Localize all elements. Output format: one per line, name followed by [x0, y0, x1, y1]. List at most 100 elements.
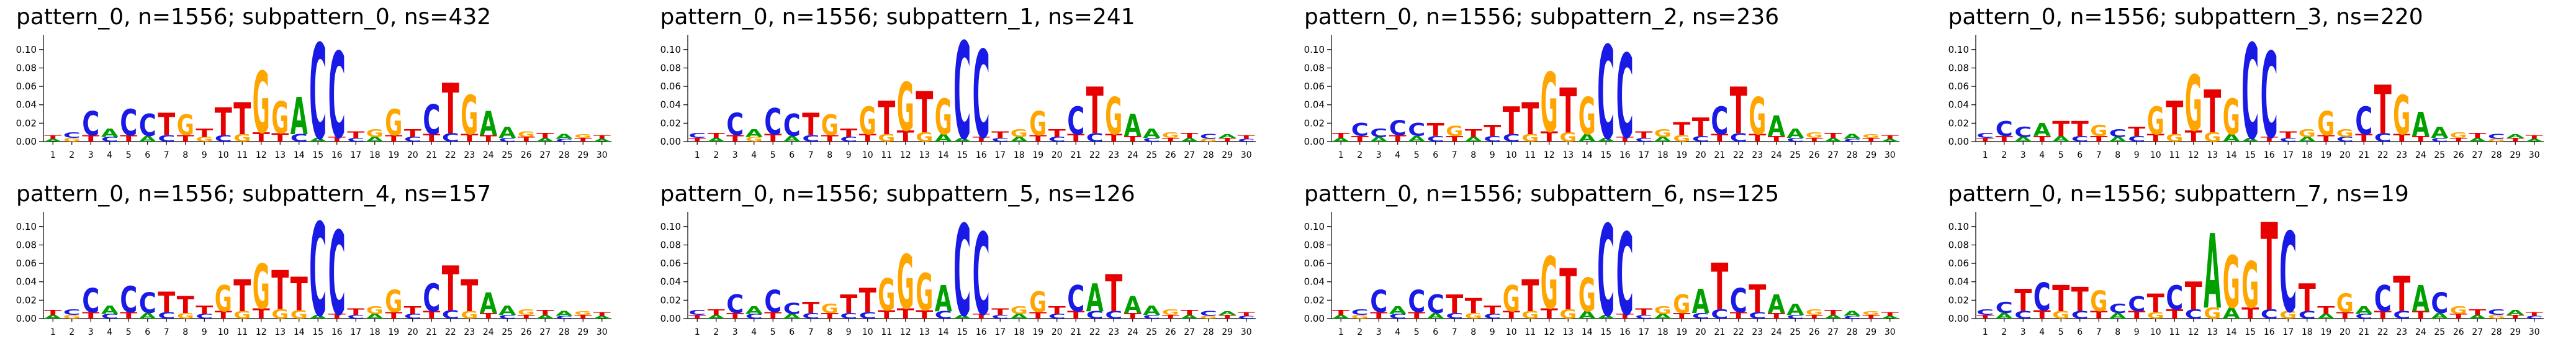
logo-letter-T: T — [1237, 311, 1256, 317]
logo-letter-G: G — [177, 109, 194, 142]
logo-letter-C: C — [1976, 132, 1994, 140]
logo-letter-T: T — [158, 286, 175, 319]
logo-letter-T: T — [1711, 250, 1728, 325]
logo-letter-T: T — [2374, 72, 2391, 149]
logo-letter-C: C — [2260, 307, 2277, 322]
logo-letter-C: C — [1143, 137, 1160, 143]
y-tick-label: 0.00 — [16, 313, 37, 324]
logo-letter-C: C — [1351, 119, 1369, 140]
logo-letter-C: C — [2260, 30, 2277, 165]
logo-letter-G: G — [253, 252, 270, 323]
logo-letter-A: A — [1768, 289, 1785, 319]
logo-letter-T: T — [2469, 132, 2486, 140]
logo-letter-T: T — [1521, 94, 1539, 145]
x-tick-label: 19 — [2320, 150, 2331, 160]
logo-letter-A: A — [290, 88, 308, 147]
x-tick-label: 8 — [2115, 150, 2120, 160]
logo-letter-C: C — [764, 283, 781, 319]
logo-letter-A: A — [1844, 133, 1861, 140]
x-tick-label: 19 — [2320, 327, 2331, 337]
logo-letter-C: C — [953, 207, 971, 345]
logo-letter-A: A — [1465, 136, 1482, 143]
logo-letter-C: C — [1844, 315, 1863, 320]
logo-letter-A: A — [1389, 304, 1407, 316]
y-tick-label: 0.02 — [1948, 117, 1968, 129]
x-tick-label: 4 — [751, 327, 757, 337]
x-tick-label: 14 — [937, 327, 948, 337]
x-tick-label: 26 — [2452, 327, 2464, 337]
logo-letter-C: C — [2014, 124, 2032, 140]
x-tick-label: 2 — [713, 150, 719, 160]
logo-letter-A: A — [1332, 137, 1351, 143]
x-tick-label: 5 — [1414, 327, 1420, 337]
logo-letter-C: C — [1427, 289, 1444, 319]
logo-letter-T: T — [1332, 309, 1349, 317]
logo-letter-G: G — [858, 99, 876, 143]
logo-letter-G: G — [2336, 288, 2353, 318]
x-tick-label: 6 — [2077, 327, 2083, 337]
x-tick-label: 17 — [350, 327, 361, 337]
logo-letter-A: A — [480, 287, 497, 320]
x-tick-label: 13 — [274, 150, 286, 160]
logo-letter-G: G — [2317, 104, 2335, 143]
logo-letter-T: T — [2128, 309, 2146, 321]
logo-letter-T: T — [1181, 309, 1198, 317]
logo-letter-T: T — [2014, 283, 2032, 319]
x-tick-label: 12 — [256, 150, 267, 160]
x-tick-label: 3 — [2020, 150, 2025, 160]
logo-letter-A: A — [139, 135, 157, 143]
logo-letter-G: G — [896, 240, 914, 326]
y-tick-label: 0.10 — [16, 220, 37, 232]
x-tick-label: 16 — [2263, 150, 2274, 160]
x-tick-label: 18 — [369, 327, 381, 337]
logo-plot-cell: pattern_0, n=1556; subpattern_4, ns=157 … — [0, 177, 644, 354]
x-tick-label: 18 — [1013, 150, 1024, 160]
x-tick-label: 27 — [1184, 150, 1195, 160]
logo-letter-T: T — [2184, 127, 2202, 145]
logo-letter-A: A — [366, 313, 384, 320]
logo-letter-G: G — [177, 312, 194, 320]
x-tick-label: 15 — [2245, 150, 2256, 160]
logo-letter-C: C — [328, 30, 346, 165]
x-tick-label: 30 — [1885, 150, 1896, 160]
logo-letter-T: T — [840, 289, 857, 319]
x-tick-label: 10 — [1506, 327, 1517, 337]
logo-letter-A: A — [1218, 133, 1238, 139]
logo-letter-T: T — [1181, 132, 1198, 140]
x-tick-label: 2 — [1357, 150, 1362, 160]
x-tick-label: 20 — [2339, 150, 2350, 160]
logo-letter-T: T — [536, 309, 554, 317]
logo-letter-C: C — [2374, 278, 2391, 320]
logo-letter-C: C — [1048, 136, 1065, 143]
logo-letter-A: A — [2525, 138, 2543, 143]
logo-letter-G: G — [1521, 132, 1539, 144]
x-tick-label: 20 — [1695, 327, 1706, 337]
logo-letter-C: C — [1995, 299, 2012, 317]
logo-letter-C: C — [1105, 309, 1122, 321]
logo-letter-C: C — [139, 107, 156, 143]
x-tick-label: 19 — [1032, 327, 1043, 337]
logo-letter-C: C — [63, 308, 81, 317]
logo-letter-G: G — [63, 314, 81, 320]
logo-letter-T: T — [1124, 135, 1142, 143]
x-tick-label: 18 — [369, 150, 381, 160]
x-tick-label: 10 — [218, 150, 229, 160]
x-tick-label: 14 — [1582, 150, 1593, 160]
logo-letter-G: G — [1105, 88, 1122, 147]
x-tick-label: 25 — [502, 150, 513, 160]
logo-letter-C: C — [1692, 312, 1709, 320]
logo-letter-T: T — [1446, 135, 1464, 143]
logo-letter-T: T — [991, 307, 1009, 317]
logo-letter-T: T — [2393, 132, 2412, 144]
logo-letter-C: C — [2241, 30, 2259, 169]
logo-letter-T: T — [1635, 307, 1653, 317]
logo-letter-C: C — [556, 138, 575, 143]
logo-letter-T: T — [878, 309, 896, 322]
logo-letter-T: T — [2071, 280, 2088, 319]
x-tick-label: 29 — [2510, 327, 2521, 337]
logo-letter-T: T — [82, 134, 100, 144]
logo-letter-G: G — [1862, 133, 1880, 139]
x-tick-label: 6 — [145, 150, 150, 160]
logo-letter-C: C — [2033, 275, 2050, 319]
logo-letter-T: T — [1465, 127, 1484, 139]
